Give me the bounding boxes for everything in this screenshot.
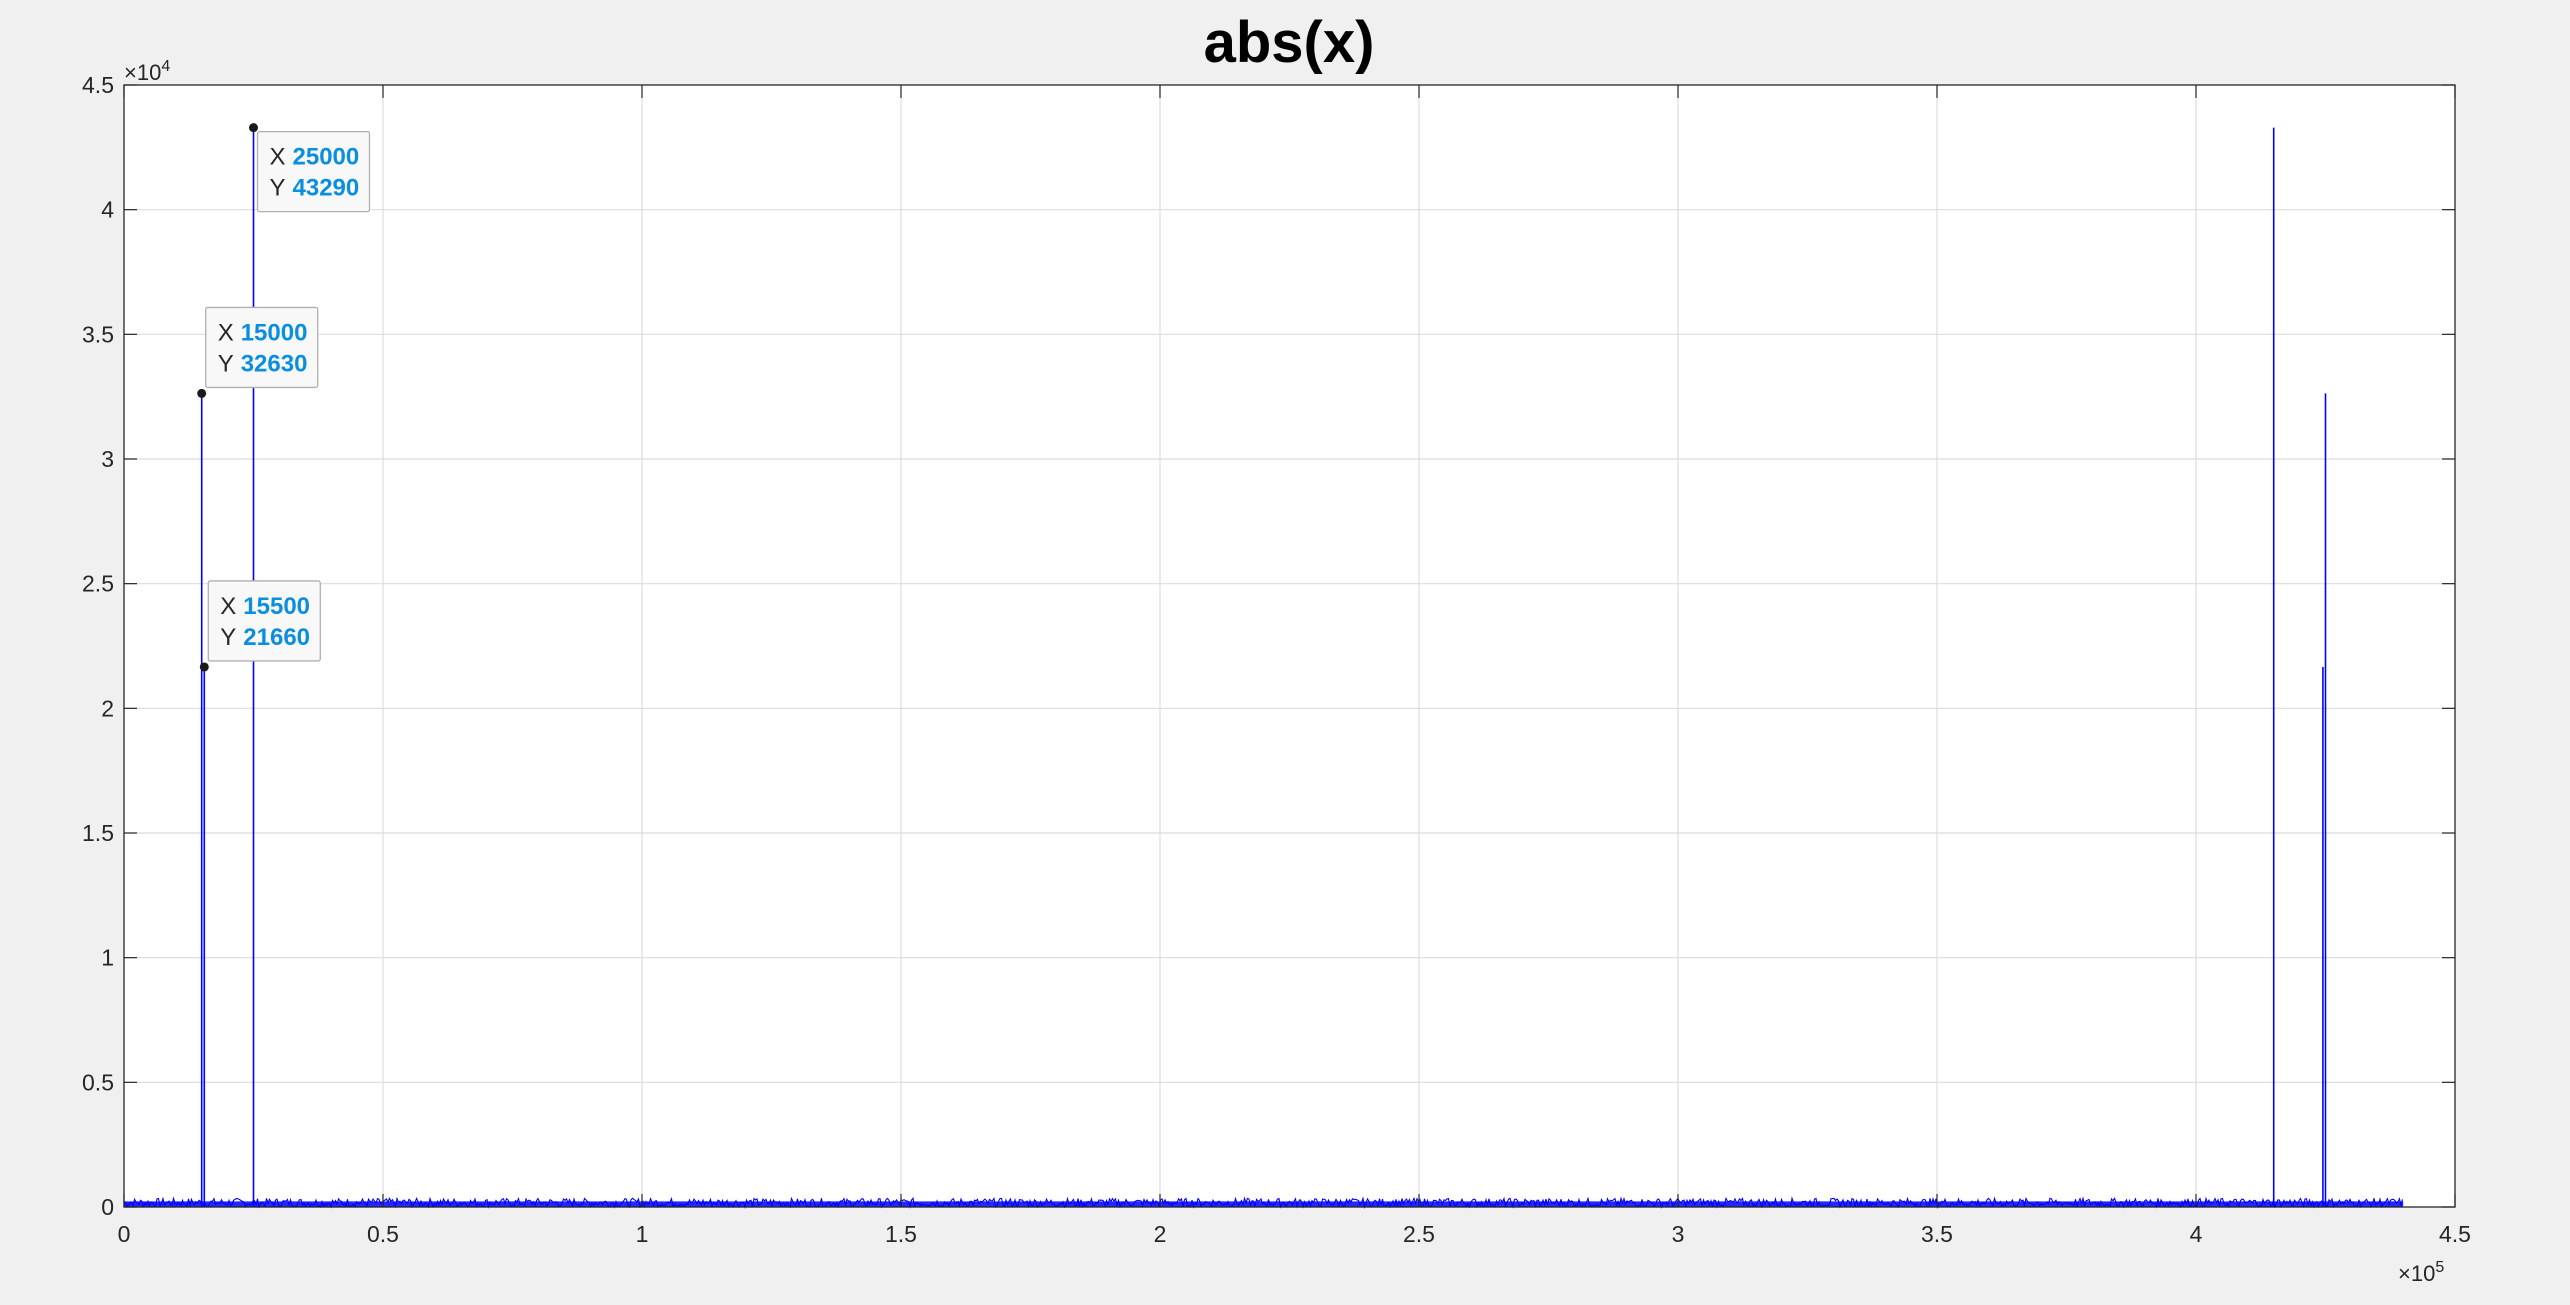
x-tick-label: 4.5 [2439,1221,2471,1247]
x-tick-label: 0.5 [367,1221,399,1247]
x-tick-label: 4 [2190,1221,2203,1247]
data-tip-x-key: X [270,144,286,171]
x-tick-label: 1.5 [885,1221,917,1247]
data-tip-x-value: 15000 [241,319,308,346]
data-tip-x-value: 25000 [293,144,360,171]
x-tick-label: 2.5 [1403,1221,1435,1247]
data-tip: X 15000 Y 32630 [197,306,319,398]
x-tick-label: 3 [1672,1221,1685,1247]
y-exponent-multiplier: ×10 [124,60,161,85]
x-tick-label: 0 [118,1221,131,1247]
y-tick-label: 4.5 [82,72,114,98]
data-tip-marker [249,123,258,133]
y-tick-label: 0 [101,1194,114,1220]
data-tip-y-key: Y [270,175,286,202]
data-tip-marker [199,662,209,672]
x-tick-label: 3.5 [1921,1221,1953,1247]
y-tick-label: 2 [101,695,114,721]
data-tip-x-value: 15500 [243,593,310,620]
y-tick-label: 3 [101,446,114,472]
y-tick-labels: 0 0.5 1 1.5 2 2.5 3 3.5 4 4.5 [82,72,114,1220]
x-tick-label: 2 [1154,1221,1167,1247]
x-exponent-multiplier: ×10 [2398,1261,2435,1286]
data-tip-marker [197,388,207,398]
data-tips: X 25000 Y 43290 X 15000 Y 32630 X 15500 Y 21660 [197,123,371,672]
axis-ticks [123,84,2456,1208]
data-tip-box [207,580,321,662]
y-tick-label: 0.5 [82,1069,114,1095]
data-tip-box [205,306,319,389]
data-tip-y-value: 32630 [241,350,308,377]
data-tip: X 15500 Y 21660 [199,580,321,672]
data-tip-x-key: X [218,319,234,346]
data-tip-box [256,130,371,213]
axes-box [123,84,2456,1208]
data-tip-y-key: Y [220,624,236,651]
y-tick-label: 4 [101,197,114,223]
y-tick-label: 1.5 [82,820,114,846]
data-tip: X 25000 Y 43290 [249,123,371,213]
data-tip-y-value: 43290 [293,175,360,202]
y-exponent-label: ×104 [124,58,170,85]
grid-lines [124,85,2455,1207]
data-tip-y-key: Y [218,350,234,377]
x-tick-label: 1 [636,1221,649,1247]
x-tick-labels: 0 0.5 1 1.5 2 2.5 3 3.5 4 4.5 [118,1221,2471,1247]
noise-floor-band [124,1201,2404,1207]
y-tick-label: 1 [101,945,114,971]
x-exponent-label: ×105 [2398,1259,2444,1286]
y-exponent-power: 4 [161,58,170,75]
data-tip-y-value: 21660 [243,624,310,651]
x-exponent-power: 5 [2435,1259,2444,1276]
data-tip-x-key: X [220,593,236,620]
y-tick-label: 3.5 [82,321,114,347]
y-tick-label: 2.5 [82,571,114,597]
chart-title: abs(x) [1204,10,1375,75]
plot-area [124,85,2455,1207]
